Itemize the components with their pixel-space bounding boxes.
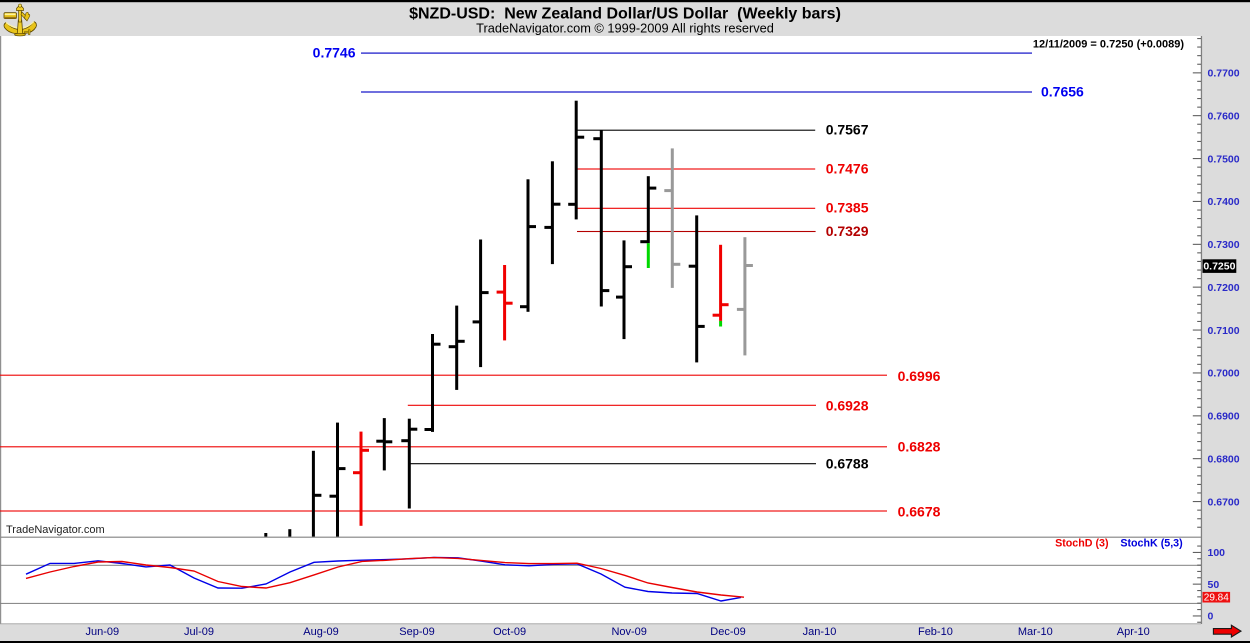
svg-text:0.7329: 0.7329 (826, 223, 869, 239)
svg-text:0.6678: 0.6678 (898, 503, 941, 519)
svg-text:100: 100 (1208, 547, 1226, 559)
svg-text:0.7700: 0.7700 (1208, 68, 1240, 80)
svg-text:0.6928: 0.6928 (826, 397, 869, 413)
svg-text:StochK (5,3): StochK (5,3) (1120, 538, 1183, 550)
svg-text:Oct-09: Oct-09 (493, 626, 526, 638)
svg-text:$NZD-USD: New Zealand Dollar/: $NZD-USD: New Zealand Dollar/US Dollar (… (409, 6, 841, 23)
svg-text:0.6996: 0.6996 (898, 368, 941, 384)
svg-text:Aug-09: Aug-09 (303, 626, 338, 638)
svg-text:0.7476: 0.7476 (826, 161, 869, 177)
svg-text:29.84: 29.84 (1204, 593, 1229, 604)
svg-text:12/11/2009 = 0.7250 (+0.0089): 12/11/2009 = 0.7250 (+0.0089) (1033, 39, 1184, 51)
svg-text:0.6788: 0.6788 (826, 456, 869, 472)
svg-text:0.7656: 0.7656 (1041, 83, 1084, 99)
svg-text:0.6900: 0.6900 (1208, 411, 1240, 423)
svg-text:Jan-10: Jan-10 (803, 626, 837, 638)
svg-text:0.7000: 0.7000 (1208, 368, 1240, 380)
svg-text:0.7567: 0.7567 (826, 122, 869, 138)
svg-text:Nov-09: Nov-09 (611, 626, 646, 638)
svg-text:0.7385: 0.7385 (826, 200, 869, 216)
svg-text:0.7250: 0.7250 (1203, 261, 1235, 273)
svg-text:0.6700: 0.6700 (1208, 496, 1240, 508)
svg-text:50: 50 (1208, 579, 1220, 591)
svg-text:0.7600: 0.7600 (1208, 111, 1240, 123)
svg-text:0.7200: 0.7200 (1208, 282, 1240, 294)
svg-text:Mar-10: Mar-10 (1018, 626, 1053, 638)
svg-text:0.7300: 0.7300 (1208, 239, 1240, 251)
svg-text:Sep-09: Sep-09 (399, 626, 434, 638)
svg-text:0.7500: 0.7500 (1208, 153, 1240, 165)
svg-text:Jun-09: Jun-09 (85, 626, 119, 638)
svg-text:0.6828: 0.6828 (898, 438, 941, 454)
svg-text:0.7400: 0.7400 (1208, 196, 1240, 208)
svg-text:0.7100: 0.7100 (1208, 325, 1240, 337)
svg-text:TradeNavigator.com: TradeNavigator.com (6, 524, 105, 536)
svg-text:Dec-09: Dec-09 (710, 626, 745, 638)
svg-text:Apr-10: Apr-10 (1117, 626, 1150, 638)
svg-text:TradeNavigator.com © 1999-2009: TradeNavigator.com © 1999-2009 All right… (476, 21, 774, 36)
svg-text:StochD (3): StochD (3) (1055, 538, 1109, 550)
svg-text:0: 0 (1208, 611, 1214, 623)
svg-text:0.6800: 0.6800 (1208, 454, 1240, 466)
svg-text:Jul-09: Jul-09 (184, 626, 214, 638)
svg-text:0.7746: 0.7746 (313, 45, 356, 61)
svg-text:Feb-10: Feb-10 (918, 626, 953, 638)
